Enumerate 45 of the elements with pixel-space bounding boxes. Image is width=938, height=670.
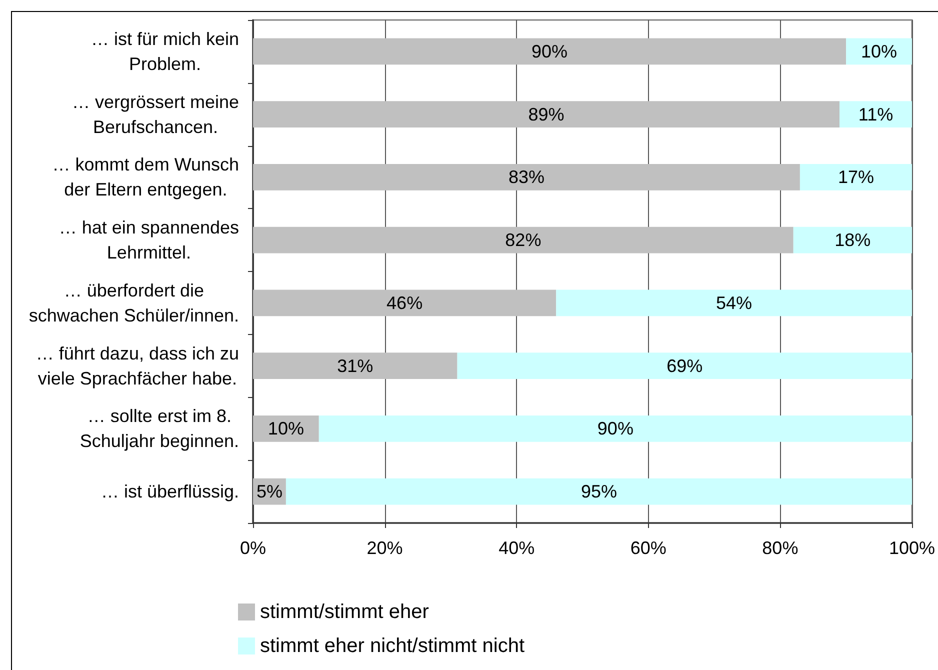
data-label: 31% [337, 356, 374, 376]
data-label: 5% [256, 482, 282, 502]
y-tick-label: … vergrössert meine Berufschancen. [72, 92, 240, 137]
bar [457, 352, 912, 380]
data-label: 46% [386, 292, 423, 313]
bar [253, 290, 556, 316]
data-label: 17% [838, 167, 874, 188]
data-label: 83% [508, 167, 544, 188]
x-tick-label: 100% [888, 538, 936, 558]
legend-label: stimmt eher nicht/stimmt nicht [260, 635, 525, 657]
y-tick-label: … sollte erst im 8. Schuljahr beginnen. [80, 406, 240, 452]
bar [793, 226, 912, 254]
data-label: 11% [858, 104, 894, 124]
y-tick-label: … führt dazu, dass ich zu viele Sprachfächer habe. [36, 343, 240, 388]
x-tick-label: 80% [762, 538, 798, 558]
legend-label: stimmt/stimmt eher [260, 601, 430, 623]
data-label: 89% [528, 104, 564, 124]
data-label: 69% [666, 356, 703, 376]
data-label: 90% [597, 418, 634, 439]
y-tick-label: … ist überflüssig. [100, 482, 240, 502]
bar [253, 101, 840, 128]
bar [556, 290, 912, 316]
data-label: 10% [268, 418, 304, 439]
bar [839, 101, 912, 128]
y-tick-label: … kommt dem Wunsch der Eltern entgegen. [52, 154, 239, 200]
y-tick-label: … ist für mich kein Problem. [90, 28, 240, 74]
bar [253, 38, 846, 65]
data-label: 82% [505, 230, 542, 250]
bar [318, 415, 912, 442]
bar [286, 478, 912, 505]
data-label: 10% [861, 41, 898, 62]
bar [800, 164, 912, 190]
x-tick-label: 40% [498, 538, 535, 558]
data-label: 54% [716, 292, 752, 313]
y-tick-label: … hat ein spannendes Lehrmittel. [58, 218, 240, 263]
bar [253, 226, 794, 254]
bar [253, 352, 458, 380]
bar [253, 164, 800, 190]
data-label: 95% [580, 482, 617, 502]
x-tick-label: 20% [366, 538, 403, 558]
data-label: 18% [834, 230, 871, 250]
x-tick-label: 0% [240, 538, 266, 558]
y-tick-label: … überfordert die schwachen Schüler/innen. [28, 280, 240, 326]
x-tick-label: 60% [630, 538, 666, 558]
data-label: 90% [532, 41, 568, 62]
